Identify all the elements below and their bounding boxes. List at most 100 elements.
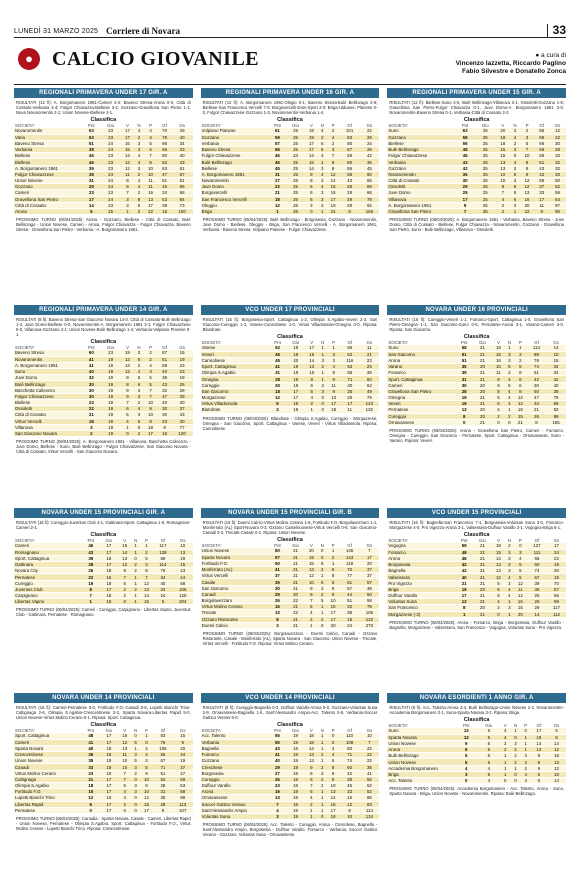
stat-cell: 1 bbox=[317, 807, 327, 814]
team-name: Suno bbox=[387, 345, 456, 352]
stat-cell: 23 bbox=[157, 418, 172, 425]
stat-cell: 79 bbox=[153, 739, 173, 746]
team-name: San Giacomo Novara bbox=[14, 430, 82, 438]
table-row: A. Borgomanero 1961 31 25 9 4 12 58 60 bbox=[200, 171, 380, 179]
stat-cell: 8 bbox=[120, 183, 135, 191]
stat-cell: 32 bbox=[339, 603, 360, 611]
stat-cell: 66 bbox=[340, 345, 360, 352]
team-name: Virtus Vercelli bbox=[14, 418, 82, 425]
team-name: Virtus Molino Cerano bbox=[200, 603, 269, 611]
stat-cell: 36 bbox=[455, 171, 475, 179]
stat-cell: 29 bbox=[339, 202, 360, 209]
table-row: Novaromentin 27 25 8 3 14 43 66 bbox=[200, 177, 380, 185]
stat-cell: 38 bbox=[157, 374, 172, 382]
stat-cell: 70 bbox=[339, 566, 360, 574]
team-name: Volpiano Pianese bbox=[200, 128, 269, 135]
team-name: Sport. Cattaginua bbox=[14, 555, 82, 563]
stat-cell: 1 bbox=[131, 592, 140, 600]
stat-cell: 2 bbox=[505, 369, 514, 377]
stat-cell: 5 bbox=[317, 597, 327, 605]
column-header: P bbox=[518, 538, 522, 543]
stat-cell: 17 bbox=[534, 196, 550, 203]
stat-cell: 92 bbox=[359, 202, 380, 209]
stat-cell: 0 bbox=[510, 777, 521, 785]
stat-cell: 15 bbox=[513, 406, 527, 414]
table-row: Gozzano 40 19 13 1 5 74 22 bbox=[200, 757, 380, 765]
stat-cell: 23 bbox=[171, 368, 193, 376]
stat-cell: 61 bbox=[268, 128, 287, 135]
stat-cell: 14 bbox=[491, 555, 506, 563]
stat-cell: 85 bbox=[359, 794, 380, 802]
stat-cell: 30 bbox=[157, 411, 172, 419]
team-name: Bulè Bellinzago bbox=[14, 380, 82, 388]
stat-cell: 8 bbox=[455, 413, 474, 420]
stat-cell: 13 bbox=[304, 751, 318, 759]
column-header: Gs bbox=[366, 543, 373, 548]
table-row: Arona 48 21 14 3 4 66 22 bbox=[387, 555, 566, 563]
stat-cell: 42 bbox=[359, 152, 380, 160]
stat-cell: 4 bbox=[326, 134, 340, 141]
box-title: VCO UNDER 17 PROVINCIALI bbox=[200, 305, 380, 315]
stat-cell: 2 bbox=[326, 128, 340, 135]
stat-cell: 21 bbox=[286, 566, 305, 574]
stat-cell: 51 bbox=[157, 356, 172, 363]
stat-cell: 15 bbox=[172, 561, 193, 569]
stat-cell: 4 bbox=[134, 177, 144, 185]
stat-cell: 9 bbox=[455, 740, 478, 748]
stat-cell: 15 bbox=[99, 573, 119, 581]
table-row: Pro Vigezzo 21 21 6 3 12 39 70 bbox=[387, 580, 566, 587]
table-header: SOCIETA' Pnt Gio V N P Gf Gs bbox=[201, 543, 380, 548]
byline: ● a cura di Vincenzo Iazzetta, Riccardo … bbox=[456, 52, 566, 76]
stat-cell: 0 bbox=[131, 801, 140, 808]
stat-cell: 110 bbox=[339, 733, 360, 740]
stat-cell: 4 bbox=[139, 745, 154, 753]
stat-cell: 69 bbox=[153, 555, 173, 563]
stat-cell: 19 bbox=[120, 350, 135, 357]
team-name: Fomarco bbox=[200, 751, 269, 759]
stat-cell: 59 bbox=[268, 134, 287, 141]
stat-cell: 0 bbox=[510, 771, 521, 779]
stat-cell: 28 bbox=[153, 782, 173, 790]
stat-cell: 3 bbox=[318, 388, 328, 396]
stat-cell: 59 bbox=[455, 543, 474, 550]
table-row: Pernatese 13 20 4 1 15 21 83 bbox=[387, 406, 566, 414]
column-header: SOCIETA' bbox=[15, 123, 35, 128]
stat-cell: 4 bbox=[305, 394, 319, 402]
table-row: Romagnano 43 17 14 1 2 128 13 bbox=[14, 549, 193, 556]
stat-cell: 25 bbox=[286, 128, 305, 135]
stat-cell: 9 bbox=[326, 585, 340, 592]
stat-cell: 23 bbox=[100, 202, 121, 209]
stat-cell: 3 bbox=[134, 146, 144, 154]
stat-cell: 2 bbox=[317, 763, 327, 771]
team-name: Sport. Cattaginua bbox=[14, 733, 82, 740]
stat-cell: 15 bbox=[513, 604, 527, 612]
stat-cell: 30 bbox=[526, 382, 547, 389]
stat-cell: 24 bbox=[100, 146, 121, 154]
team-name: Arona bbox=[200, 788, 269, 796]
stat-cell: 48 bbox=[455, 549, 474, 556]
stat-cell: 3 bbox=[81, 424, 101, 431]
stat-cell: 11 bbox=[120, 171, 135, 179]
stat-cell: 0 bbox=[326, 733, 340, 740]
stat-cell: 76 bbox=[546, 394, 566, 402]
table-row: Cureggio 8 20 2 2 15 26 89 bbox=[387, 413, 566, 420]
stat-cell: 17 bbox=[326, 609, 340, 617]
team-name: Arona bbox=[14, 208, 82, 216]
stat-cell: 17 bbox=[99, 788, 119, 796]
stat-cell: 2 bbox=[495, 202, 511, 209]
team-name: Fulgor Chiavazzese bbox=[200, 152, 269, 160]
stat-cell: 83 bbox=[153, 733, 173, 740]
stat-cell: 8 bbox=[143, 158, 158, 166]
stat-cell: 13 bbox=[519, 189, 535, 197]
stat-cell: 53 bbox=[172, 782, 193, 790]
stat-cell: 21 bbox=[473, 400, 492, 408]
stat-cell: 0 bbox=[520, 728, 531, 735]
stat-cell: 0 bbox=[318, 400, 328, 408]
stat-cell: 20 bbox=[286, 591, 305, 599]
stat-cell: 3 bbox=[519, 134, 535, 141]
stat-cell: 4 bbox=[134, 158, 144, 166]
column-header: SOCIETA' bbox=[201, 543, 222, 548]
standings-box: NOVARA UNDER 15 PROVINCIALI GIR. B RISULT… bbox=[200, 508, 380, 690]
team-name: Cureggio bbox=[200, 776, 269, 784]
